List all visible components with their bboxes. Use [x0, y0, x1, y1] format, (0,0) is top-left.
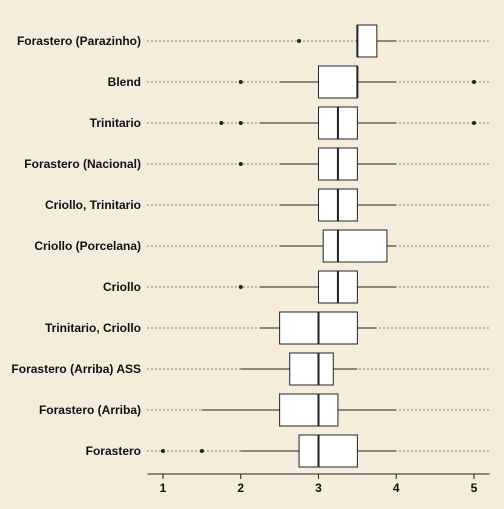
outlier-point	[472, 121, 476, 125]
box	[289, 352, 334, 386]
category-label: Criollo	[103, 280, 141, 294]
box	[279, 393, 339, 427]
x-tick-label: 3	[315, 481, 322, 495]
category-label: Forastero (Parazinho)	[17, 34, 141, 48]
category-label: Forastero (Arriba)	[39, 403, 141, 417]
box	[318, 65, 358, 99]
outlier-point	[472, 80, 476, 84]
outlier-point	[238, 162, 243, 166]
category-label: Forastero (Nacional)	[24, 157, 141, 171]
outlier-point	[238, 285, 243, 289]
outlier-point	[161, 449, 165, 453]
category-label: Trinitario	[90, 116, 141, 130]
outlier-point	[238, 121, 243, 125]
x-tick-label: 1	[160, 481, 167, 495]
box	[322, 229, 388, 263]
box	[356, 24, 378, 58]
category-label: Blend	[108, 75, 141, 89]
box	[298, 434, 358, 468]
x-tick-label: 4	[393, 481, 400, 495]
x-tick-label: 2	[237, 481, 244, 495]
outlier-point	[219, 121, 224, 125]
outlier-point	[238, 80, 243, 84]
outlier-point	[297, 39, 302, 43]
category-label: Forastero	[86, 444, 141, 458]
category-label: Criollo (Porcelana)	[34, 239, 141, 253]
category-label: Criollo, Trinitario	[45, 198, 141, 212]
outlier-point	[199, 449, 204, 453]
x-tick-label: 5	[471, 481, 478, 495]
category-label: Trinitario, Criollo	[45, 321, 141, 335]
category-label: Forastero (Arriba) ASS	[11, 362, 141, 376]
